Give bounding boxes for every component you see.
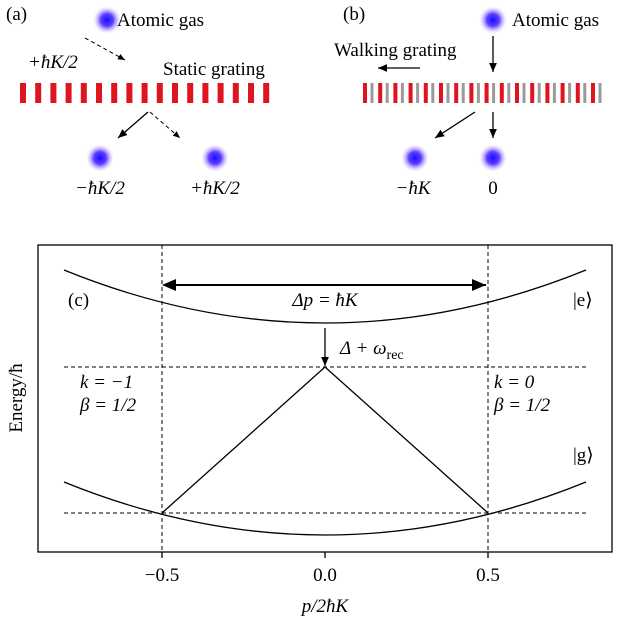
grating-bar [568,83,572,103]
grating-bar [446,83,450,103]
momentum-label: Δp = ħK [291,290,358,311]
grating-bar [484,83,489,103]
arrow [149,111,181,139]
detuning-main: Δ + ω [339,338,387,359]
detuning-sub: rec [387,348,404,363]
grating-bar [499,83,504,103]
detuning-label: Δ + ωrec [339,338,404,363]
x-tick-label: 0.0 [313,565,337,586]
grating-bar [583,83,587,103]
grating-bar [591,83,595,103]
atom [479,6,507,34]
source-label: Atomic gas [512,10,599,31]
grating-bar [263,83,270,103]
beta-label: β = 1/2 [79,395,137,416]
grating-label: Walking grating [334,40,457,61]
grating-bar [141,83,148,103]
atom [479,144,507,172]
grating-bar [156,83,163,103]
grating-bar [35,83,42,103]
arrow [434,111,476,139]
grating-bar [385,83,389,103]
grating-bar [454,83,459,103]
atom [201,144,229,172]
x-tick-label: 0.5 [476,565,500,586]
x-tick-label: −0.5 [145,565,179,586]
grating-bar [560,83,565,103]
grating-bar [400,83,404,103]
grating-bar [393,83,398,103]
arrow [84,37,126,61]
grating-bar [416,83,420,103]
grating-bar [469,83,474,103]
grating-bar [575,83,580,103]
grating-bar [217,83,224,103]
grating-label: Static grating [163,59,265,80]
x-axis-label: p/2ħK [300,596,350,617]
grating-bar [461,83,465,103]
grating-bar [50,83,57,103]
grating-bar [431,83,435,103]
atom [86,144,114,172]
grating-bar [530,83,535,103]
grating-bar [515,83,519,103]
grating-bar [476,83,480,103]
grating-bar [423,83,428,103]
ground-band [63,481,587,536]
grating-bar [378,83,383,103]
incoming-label: +ħK/2 [28,52,78,73]
grating-bar [537,83,541,103]
source-label: Atomic gas [117,10,204,31]
beta-label: β = 1/2 [493,395,551,416]
grating-bar [20,83,26,103]
panel-label: (a) [6,4,27,25]
grating-bar [80,83,87,103]
transition-lines [161,366,489,514]
grating-bar [172,83,178,103]
k-label: k = 0 [494,372,535,393]
atom [401,144,429,172]
grating-bar [96,83,102,103]
grating-bar [439,83,443,103]
arrow [117,111,149,139]
grating-bar [598,83,602,103]
output-label: −ħK/2 [75,178,125,199]
state-label: |g⟩ [573,445,594,466]
state-label: |e⟩ [573,290,593,311]
gratings [20,83,602,103]
y-axis-label: Energy/ħ [6,363,27,433]
output-label: 0 [488,178,498,199]
grating-bar [202,83,209,103]
grating-bar [187,83,194,103]
grating-bar [408,83,413,103]
output-label: −ħK [396,178,432,199]
grating-bar [370,83,374,103]
grating-bar [363,83,367,103]
grating-bar [248,83,254,103]
grating-bar [65,83,72,103]
panel-label: (c) [68,290,89,311]
output-label: +ħK/2 [190,178,240,199]
k-label: k = −1 [80,372,133,393]
grating-bar [126,83,133,103]
grating-bar [507,83,511,103]
excited-band [63,269,587,324]
grating-bar [111,83,118,103]
grating-bar [522,83,526,103]
grating-bar [492,83,496,103]
grating-bar [545,83,550,103]
panel-label: (b) [343,4,365,25]
atom [93,6,121,34]
grating-bar [552,83,556,103]
grating-bar [232,83,239,103]
